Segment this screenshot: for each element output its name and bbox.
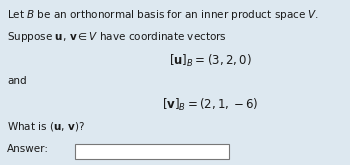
FancyBboxPatch shape — [75, 144, 229, 159]
Text: $[\mathbf{u}]_B = (3, 2, 0)$: $[\mathbf{u}]_B = (3, 2, 0)$ — [169, 53, 251, 69]
Text: Answer:: Answer: — [7, 144, 49, 153]
Text: $[\mathbf{v}]_B = (2, 1, -6)$: $[\mathbf{v}]_B = (2, 1, -6)$ — [162, 97, 258, 114]
Text: What is $(\mathbf{u},\, \mathbf{v})$?: What is $(\mathbf{u},\, \mathbf{v})$? — [7, 120, 85, 133]
Text: and: and — [7, 76, 27, 86]
Text: Suppose $\mathbf{u},\, \mathbf{v} \in V$ have coordinate vectors: Suppose $\mathbf{u},\, \mathbf{v} \in V$… — [7, 30, 227, 44]
Text: Let $B$ be an orthonormal basis for an inner product space $V$.: Let $B$ be an orthonormal basis for an i… — [7, 8, 319, 22]
